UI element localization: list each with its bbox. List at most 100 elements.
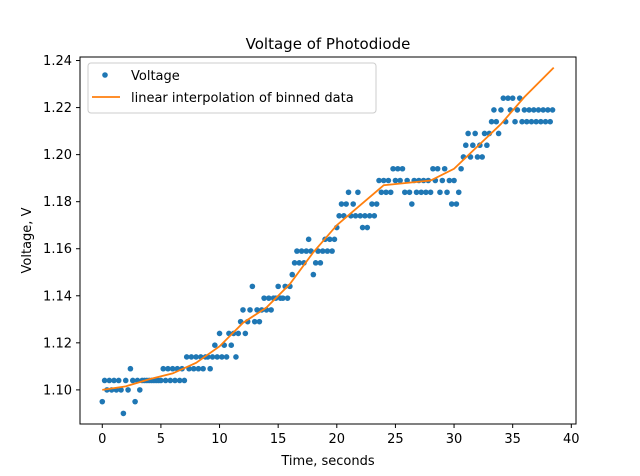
voltage-point	[538, 118, 544, 125]
voltage-point	[336, 213, 342, 219]
voltage-point	[240, 307, 246, 313]
voltage-point	[366, 213, 373, 219]
voltage-point	[247, 307, 253, 313]
voltage-point	[392, 177, 399, 184]
voltage-point	[317, 260, 324, 266]
voltage-point	[533, 118, 539, 125]
voltage-point	[380, 177, 387, 184]
voltage-point	[200, 365, 206, 372]
voltage-point	[495, 130, 502, 137]
voltage-point	[474, 154, 481, 160]
voltage-point	[493, 118, 500, 125]
voltage-point	[547, 118, 553, 125]
y-tick-label: 1.14	[43, 289, 72, 304]
x-tick-label: 40	[563, 432, 580, 447]
voltage-point	[223, 354, 230, 360]
voltage-point	[233, 354, 239, 360]
voltage-point	[505, 95, 511, 101]
voltage-point	[193, 354, 199, 360]
voltage-point	[423, 189, 429, 196]
voltage-point	[190, 365, 197, 372]
voltage-point	[437, 189, 443, 196]
voltage-point	[195, 365, 202, 372]
voltage-point	[453, 201, 460, 207]
voltage-point	[523, 118, 530, 125]
voltage-point	[111, 377, 117, 384]
voltage-point	[406, 189, 413, 196]
voltage-point	[296, 260, 303, 266]
voltage-point	[235, 330, 242, 337]
voltage-point	[291, 260, 298, 266]
voltage-point	[418, 189, 425, 196]
voltage-point	[549, 107, 556, 113]
voltage-point	[390, 165, 396, 172]
voltage-point	[441, 165, 448, 172]
voltage-point	[254, 307, 260, 313]
voltage-point	[542, 118, 549, 125]
voltage-point	[256, 318, 263, 325]
voltage-point	[294, 248, 300, 254]
voltage-point	[521, 107, 528, 113]
voltage-point	[209, 354, 216, 360]
legend: Voltage linear interpolation of binned d…	[87, 62, 377, 114]
voltage-point	[338, 201, 345, 207]
voltage-point	[439, 177, 446, 184]
voltage-point	[540, 107, 546, 113]
legend-interpolation-label: linear interpolation of binned data	[131, 91, 354, 106]
voltage-point	[118, 387, 124, 393]
voltage-point	[462, 142, 469, 149]
y-tick-label: 1.12	[43, 336, 72, 351]
voltage-point	[212, 342, 218, 348]
voltage-point	[129, 377, 136, 384]
voltage-point	[500, 95, 507, 101]
voltage-point	[261, 295, 267, 301]
voltage-point	[528, 118, 535, 125]
voltage-point	[329, 248, 335, 254]
voltage-point	[120, 410, 127, 417]
voltage-point	[373, 201, 380, 207]
voltage-point	[183, 354, 190, 360]
voltage-point	[352, 213, 359, 219]
voltage-point	[481, 130, 488, 137]
y-tick-label: 1.18	[43, 195, 72, 210]
voltage-point	[484, 142, 490, 149]
voltage-point	[165, 365, 171, 372]
voltage-point	[427, 189, 434, 196]
axes-ticks: 0 5 10 15 20 25 30 35 40 1.10 1.12 1.14 1.16 1.18 1.20…	[43, 54, 580, 447]
voltage-point	[512, 118, 518, 125]
voltage-point	[298, 248, 305, 254]
voltage-point	[519, 118, 525, 125]
voltage-point	[402, 189, 408, 196]
voltage-point	[312, 260, 319, 266]
voltage-point	[331, 236, 338, 243]
voltage-point	[364, 224, 371, 231]
x-tick-label: 30	[446, 432, 463, 447]
x-tick-label: 5	[157, 432, 165, 447]
voltage-point	[188, 354, 195, 360]
voltage-point	[376, 177, 382, 184]
voltage-point	[488, 118, 495, 125]
voltage-point	[530, 107, 537, 113]
voltage-point	[268, 307, 274, 313]
voltage-point	[355, 189, 361, 196]
y-tick-label: 1.20	[43, 148, 72, 163]
voltage-point	[326, 236, 333, 243]
voltage-point	[455, 189, 462, 196]
voltage-point	[509, 95, 516, 101]
voltage-point	[479, 154, 485, 160]
voltage-point	[357, 213, 364, 219]
voltage-point	[242, 330, 249, 337]
voltage-point	[397, 177, 403, 184]
voltage-point	[127, 365, 134, 372]
voltage-point	[371, 213, 378, 219]
voltage-point	[181, 377, 188, 384]
voltage-point	[458, 165, 464, 172]
voltage-point	[265, 295, 272, 301]
x-tick-label: 20	[329, 432, 346, 447]
voltage-point	[305, 236, 312, 243]
voltage-point	[251, 318, 258, 325]
voltage-point	[413, 189, 420, 196]
voltage-point	[385, 177, 392, 184]
voltage-point	[383, 189, 389, 196]
voltage-point	[545, 107, 551, 113]
